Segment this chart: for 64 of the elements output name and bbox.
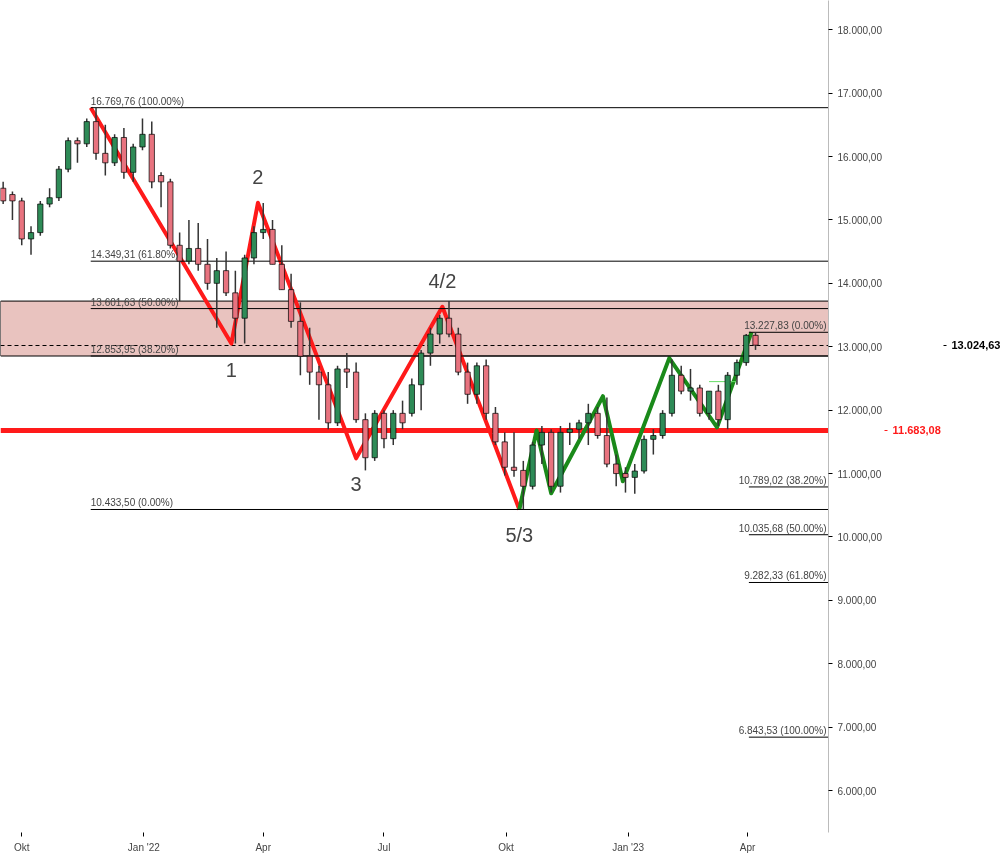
y-tick-label: 14.000,00	[837, 278, 883, 290]
candlestick	[436, 314, 443, 345]
y-tick-label: 12.000,00	[837, 405, 883, 417]
annotation: 5/3	[505, 524, 534, 547]
annotation: 2	[252, 165, 264, 188]
candlestick	[733, 358, 740, 386]
candlestick	[464, 361, 471, 405]
ref-line-label: 11.683,08	[892, 424, 941, 437]
candlestick	[687, 368, 694, 402]
annotation: 12.853,95 (38.20%)	[90, 344, 179, 356]
y-tick-label: 18.000,00	[837, 24, 883, 36]
annotation: 10.789,02 (38.20%)	[738, 474, 827, 486]
candlestick	[538, 425, 545, 465]
annotation: 10.433,50 (0.00%)	[90, 497, 174, 509]
annotation: 6.843,53 (100.00%)	[738, 725, 827, 737]
y-tick-label: 15.000,00	[837, 214, 883, 226]
candlestick	[46, 187, 53, 208]
candlestick	[83, 117, 90, 148]
x-tick-label: Jan '22	[127, 841, 161, 853]
candlestick	[566, 422, 573, 446]
y-tick-label: 8.000,00	[837, 658, 877, 670]
candlestick	[659, 409, 666, 440]
candlestick	[74, 136, 81, 164]
candlestick	[28, 225, 35, 256]
candlestick	[102, 124, 109, 177]
candlestick	[511, 431, 518, 478]
x-tick-label: Jan '23	[612, 841, 645, 853]
candlestick	[613, 453, 620, 488]
y-tick-label: 10.000,00	[837, 531, 883, 543]
candlestick	[622, 466, 629, 494]
candlestick	[399, 399, 406, 430]
candlestick	[594, 406, 601, 440]
candlestick	[158, 171, 165, 208]
annotation: 1	[225, 358, 237, 381]
y-tick-label: 13.000,00	[837, 341, 883, 353]
candlestick	[631, 463, 638, 495]
annotation: 9.282,33 (61.80%)	[744, 570, 827, 582]
y-tick-label: 9.000,00	[837, 595, 877, 607]
y-tick-label: 16.000,00	[837, 151, 883, 163]
y-tick-label: 6.000,00	[837, 785, 877, 797]
x-tick-label: Apr	[255, 841, 272, 853]
x-tick-label: Apr	[739, 841, 757, 853]
annotation: 13.227,83 (0.00%)	[744, 320, 827, 332]
y-tick-label: 11.000,00	[837, 468, 882, 480]
y-tick-label: 17.000,00	[837, 88, 883, 100]
candlestick	[260, 202, 267, 240]
candlestick	[576, 418, 583, 440]
x-tick-label: Jul	[377, 841, 391, 853]
candlestick	[678, 365, 685, 396]
candlestick	[706, 390, 713, 421]
candlestick	[585, 403, 592, 446]
candlestick	[315, 365, 322, 421]
annotation: 16.769,76 (100.00%)	[90, 95, 185, 107]
annotation: 4/2	[428, 269, 457, 292]
y-tick-label: 7.000,00	[837, 722, 877, 734]
ref-line-label: 13.024,63	[951, 339, 1001, 352]
candlestick	[650, 428, 657, 456]
annotation: 10.035,68 (50.00%)	[738, 522, 827, 534]
candlestick	[9, 190, 16, 221]
x-tick-label: Okt	[498, 841, 515, 853]
candlestick	[139, 117, 146, 151]
x-tick-label: Okt	[13, 841, 30, 853]
candlestick	[0, 181, 7, 205]
annotation: 3	[350, 473, 362, 496]
